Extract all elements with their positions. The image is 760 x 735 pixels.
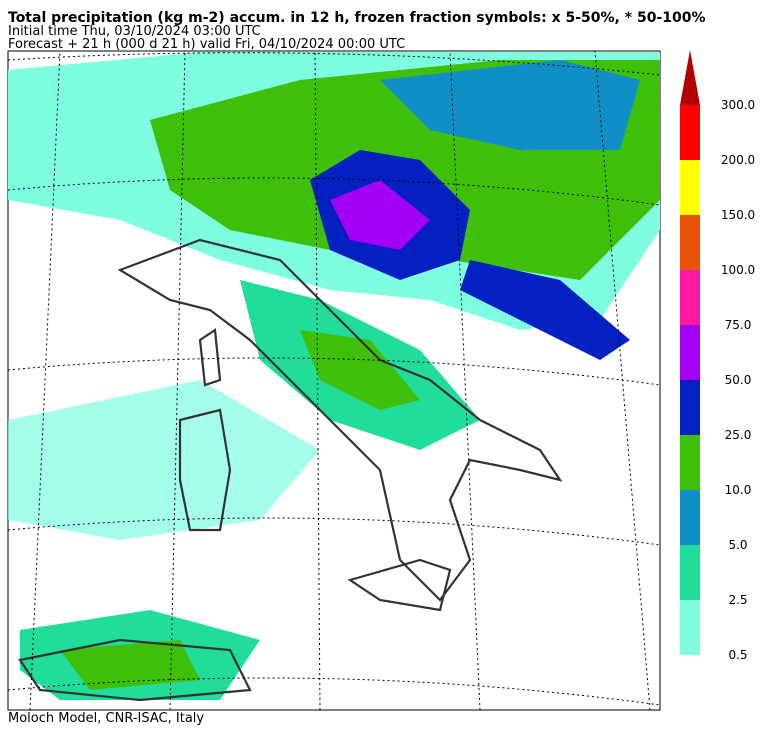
color-box <box>680 215 700 270</box>
color-box <box>680 545 700 600</box>
colorbar-label: 100.0 <box>721 263 755 277</box>
colorbar-label: 0.5 <box>728 648 747 662</box>
color-box <box>680 435 700 490</box>
colorbar-label: 200.0 <box>721 153 755 167</box>
color-box <box>680 105 700 160</box>
colorbar-label: 75.0 <box>725 318 752 332</box>
title: Total precipitation (kg m-2) accum. in 1… <box>8 10 706 26</box>
colorbar-label: 50.0 <box>725 373 752 387</box>
forecast-time: Forecast + 21 h (000 d 21 h) valid Fri, … <box>8 37 405 52</box>
map <box>7 50 661 711</box>
colorbar-label: 150.0 <box>721 208 755 222</box>
colorbar-label: 300.0 <box>721 98 755 112</box>
footer: Moloch Model, CNR-ISAC, Italy <box>8 711 204 726</box>
color-box <box>680 600 700 655</box>
color-box <box>680 380 700 435</box>
colorbar-label: 5.0 <box>728 538 747 552</box>
colorbar: 0.5 2.5 5.0 10.0 25.0 50.0 75.0 100.0 150.0 200.0… <box>680 50 755 662</box>
colorbar-label: 2.5 <box>728 593 747 607</box>
color-box <box>680 160 700 215</box>
colorbar-label: 25.0 <box>725 428 752 442</box>
initial-time: Initial time Thu, 03/10/2024 03:00 UTC <box>8 24 261 39</box>
colorbar-label: 10.0 <box>725 483 752 497</box>
color-arrow <box>680 50 700 105</box>
color-box <box>680 270 700 325</box>
color-box <box>680 490 700 545</box>
color-box <box>680 325 700 380</box>
